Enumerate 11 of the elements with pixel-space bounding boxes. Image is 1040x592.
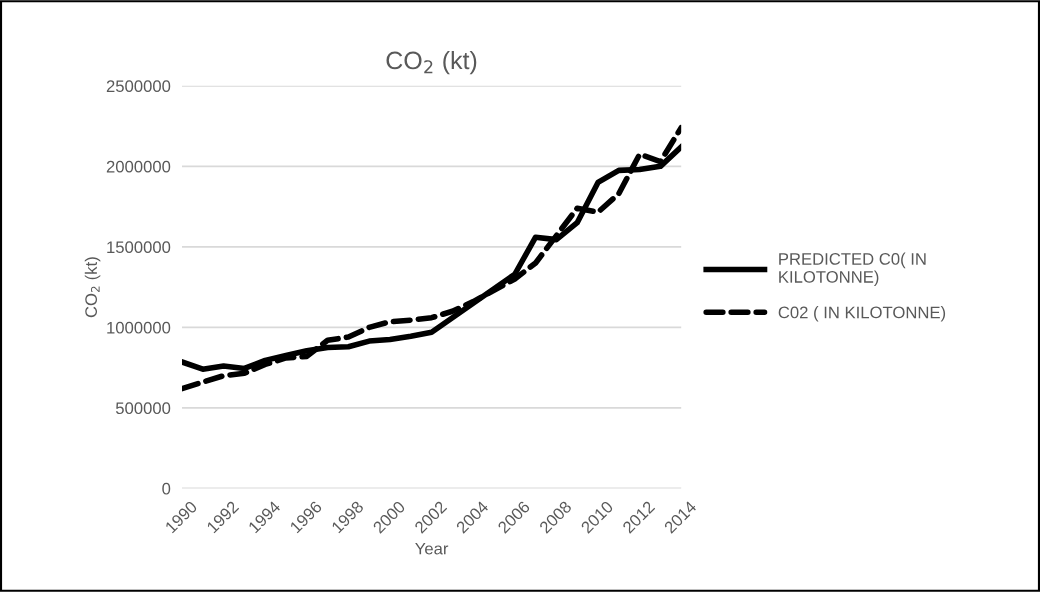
y-axis-title: CO$_{2}$ (kt): [84, 257, 101, 318]
y-tick-label: 1500000: [107, 241, 171, 254]
y-tick-label: 1000000: [107, 321, 171, 334]
y-tick-label: 0: [162, 482, 171, 495]
chart-title: CO$_{2}$ (kt): [386, 50, 477, 75]
legend-label: PREDICTED C0( IN KILOTONNE): [779, 252, 926, 287]
y-tick-label: 2000000: [106, 160, 171, 173]
x-axis-title: Year: [415, 542, 449, 555]
y-tick-label: 2500000: [106, 80, 171, 93]
y-tick-label: 500000: [115, 402, 171, 415]
legend-label: C02 ( IN KILOTONNE): [778, 306, 946, 322]
